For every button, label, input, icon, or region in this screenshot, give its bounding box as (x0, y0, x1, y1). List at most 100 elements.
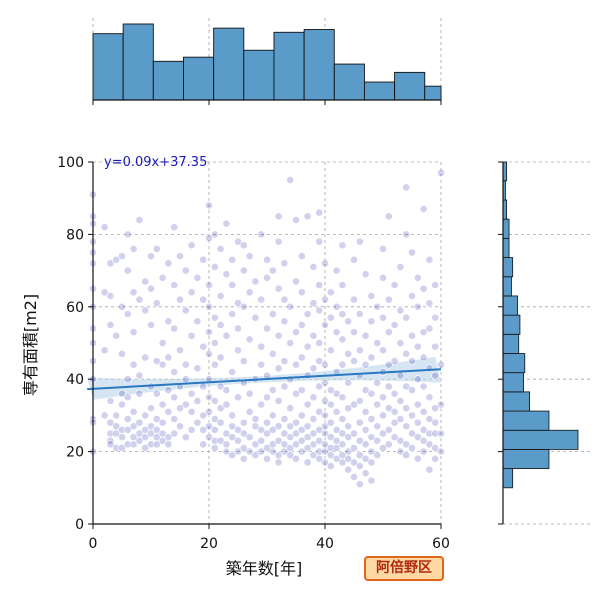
scatter-point (263, 273, 271, 282)
scatter-point (170, 429, 179, 438)
scatter-point (187, 389, 196, 398)
scatter-point (413, 302, 422, 311)
scatter-point (129, 360, 138, 369)
y-axis-label: 専有面積[m2] (21, 294, 40, 396)
scatter-point (419, 328, 428, 337)
scatter-point (361, 407, 370, 416)
scatter-point (384, 295, 393, 304)
scatter-point (164, 259, 173, 268)
scatter-point (245, 252, 254, 261)
scatter-point (321, 378, 329, 387)
scatter-point (297, 252, 306, 261)
scatter-point (187, 425, 196, 434)
scatter-point (210, 436, 219, 445)
histogram-bar (303, 29, 335, 101)
scatter-point (245, 447, 254, 456)
scatter-point (315, 447, 324, 456)
scatter-point (373, 378, 382, 387)
scatter-point (181, 306, 190, 315)
scatter-point (286, 422, 295, 431)
scatter-point (361, 440, 370, 449)
scatter-point (361, 454, 370, 463)
scatter-point (408, 386, 416, 394)
histogram-bar (363, 81, 396, 101)
scatter-point (205, 201, 213, 210)
scatter-point (431, 418, 440, 427)
scatter-point (321, 440, 329, 449)
scatter-point (297, 447, 306, 456)
scatter-point (152, 357, 161, 365)
scatter-point (141, 277, 150, 286)
scatter-point (263, 393, 271, 402)
scatter-point (199, 255, 208, 264)
scatter-point (402, 422, 411, 431)
scatter-point (332, 266, 341, 275)
scatter-point (355, 462, 364, 470)
scatter-point (257, 342, 266, 351)
scatter-point (234, 324, 242, 333)
scatter-point (193, 273, 202, 282)
scatter-point (344, 349, 353, 358)
scatter-point (332, 389, 341, 398)
scatter-point (118, 433, 126, 442)
scatter-point (338, 310, 347, 318)
scatter-point (332, 436, 341, 445)
scatter-point (390, 320, 399, 329)
scatter-point (193, 317, 202, 326)
scatter-point (286, 302, 295, 311)
regression-layer (87, 368, 442, 391)
scatter-point (379, 313, 387, 322)
scatter-point (350, 357, 358, 365)
scatter-point (257, 425, 266, 434)
scatter-point (181, 360, 190, 369)
scatter-point (286, 433, 295, 442)
scatter-point (257, 230, 266, 239)
scatter-point (297, 386, 306, 394)
scatter-point (245, 389, 254, 398)
scatter-point (234, 447, 242, 456)
scatter-point (170, 368, 179, 376)
scatter-point (106, 292, 115, 300)
scatter-point (315, 208, 324, 217)
scatter-point (187, 241, 196, 250)
scatter-point (205, 433, 213, 442)
scatter-point (158, 400, 167, 409)
scatter-point (280, 317, 289, 326)
scatter-point (367, 389, 376, 398)
scatter-point (210, 415, 219, 423)
scatter-point (205, 393, 213, 402)
scatter-point (216, 404, 225, 413)
scatter-point (367, 458, 376, 467)
scatter-point (379, 444, 387, 452)
scatter-point (419, 407, 428, 416)
scatter-point (384, 360, 393, 369)
scatter-point (152, 425, 161, 434)
scatter-point (309, 440, 318, 449)
scatter-point (350, 429, 358, 438)
scatter-point (152, 389, 161, 398)
histogram-bar (502, 410, 550, 431)
scatter-point (419, 382, 428, 391)
scatter-point (280, 429, 289, 438)
scatter-point (303, 400, 312, 409)
scatter-point (425, 255, 434, 264)
scatter-point (419, 205, 428, 213)
scatter-point (437, 447, 445, 456)
scatter-point (367, 317, 376, 326)
scatter-point (355, 237, 364, 246)
scatter-point (338, 429, 347, 438)
scatter-point (384, 212, 393, 221)
scatter-point (199, 411, 208, 420)
scatter-point (205, 328, 213, 337)
scatter-point (147, 252, 155, 261)
scatter-point (263, 324, 271, 333)
scatter-point (355, 418, 364, 427)
scatter-point (251, 415, 260, 423)
scatter-point (118, 349, 126, 358)
scatter-point (413, 400, 422, 409)
scatter-point (355, 310, 364, 318)
scatter-point (338, 281, 347, 289)
scatter-point (402, 230, 411, 239)
scatter-point (367, 447, 376, 456)
scatter-point (239, 302, 248, 311)
